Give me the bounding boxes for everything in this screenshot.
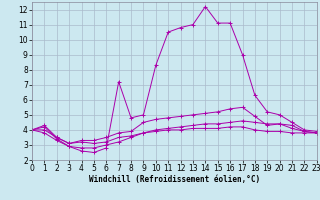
X-axis label: Windchill (Refroidissement éolien,°C): Windchill (Refroidissement éolien,°C): [89, 175, 260, 184]
